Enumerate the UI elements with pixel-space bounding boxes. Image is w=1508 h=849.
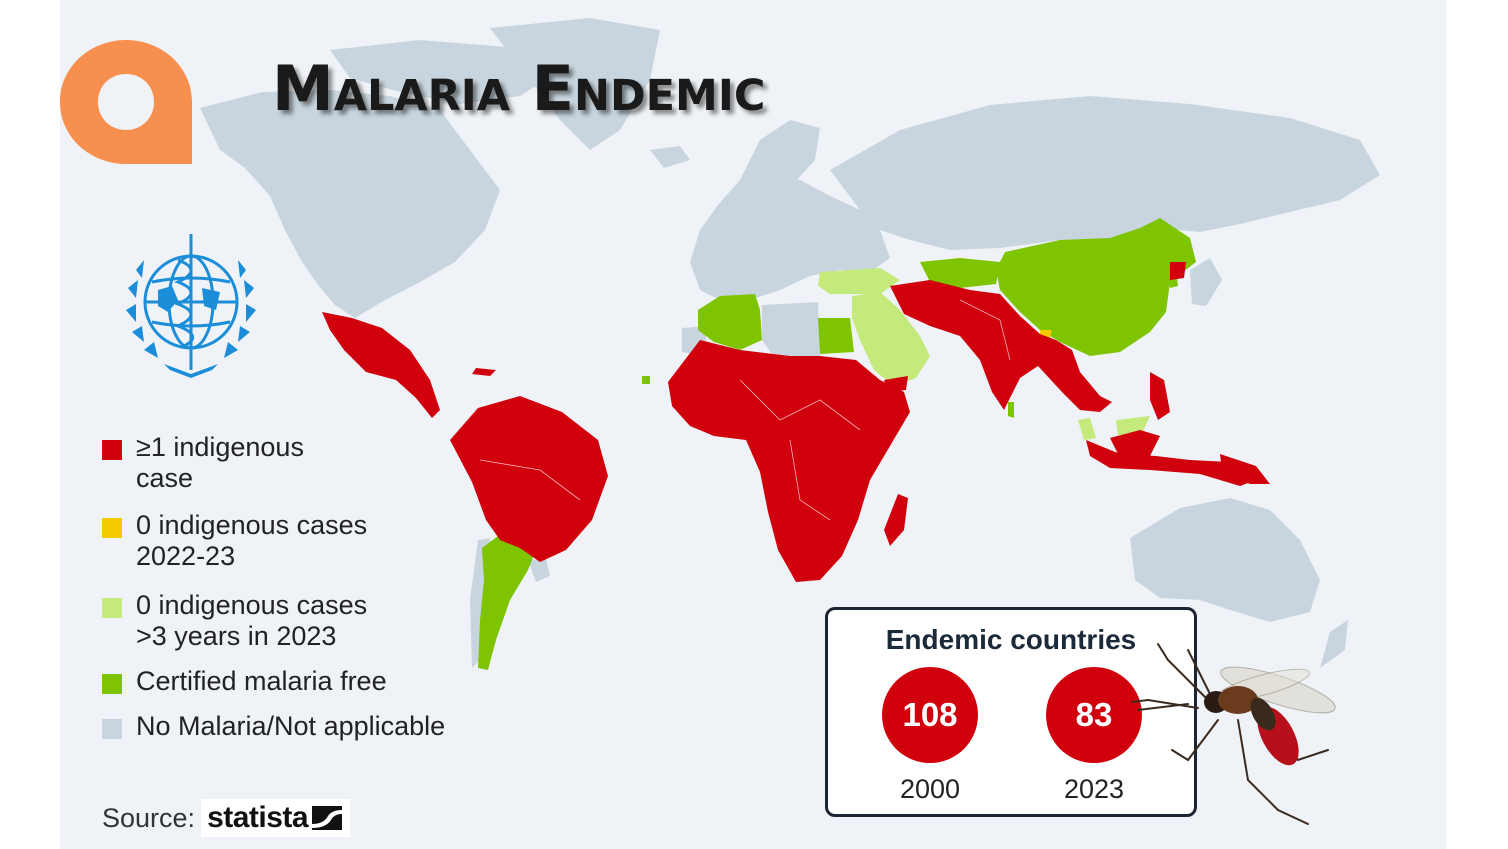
region-certified [478, 218, 1196, 670]
png [1220, 454, 1270, 484]
scandinavia [740, 120, 820, 182]
legend-label: 0 indigenous cases [136, 590, 368, 620]
legend-item-zero-recent: 0 indigenous cases 2022-23 [102, 510, 522, 572]
europe [690, 172, 890, 300]
stat-year-2023: 2023 [1063, 774, 1125, 804]
page-title: Malaria Endemic [272, 52, 766, 125]
new-zealand [1320, 620, 1348, 668]
indonesia [1086, 440, 1256, 486]
central-asia [920, 258, 1000, 288]
borneo [1110, 430, 1160, 458]
source-credit: Source: statista [102, 798, 351, 838]
stat-circle-2000: 108 [882, 667, 978, 763]
arabia [852, 292, 930, 386]
legend-label-line2: >3 years in 2023 [136, 621, 337, 651]
africa [668, 340, 910, 582]
legend-label: Certified malaria free [136, 666, 387, 696]
legend-label: 0 indigenous cases [136, 510, 368, 540]
north-america [200, 90, 500, 318]
legend-item-certified: Certified malaria free [102, 666, 522, 697]
source-label: Source: [102, 802, 196, 833]
statista-logo: statista [201, 799, 351, 837]
legend-swatch [102, 598, 122, 618]
legend-item-endemic: ≥1 indigenous case [102, 432, 522, 494]
legend-label: ≥1 indigenous [136, 432, 304, 462]
legend: ≥1 indigenous case 0 indigenous cases 20… [102, 432, 522, 742]
country-borders [479, 299, 1011, 521]
legend-label-line2: 2022-23 [136, 541, 236, 571]
stat-year-2000: 2000 [899, 774, 961, 804]
mexico-central-america [322, 312, 440, 418]
legend-swatch [102, 719, 122, 739]
region-endemic [322, 262, 1270, 582]
algeria-morocco [698, 294, 762, 350]
endemic-countries-box: Endemic countries 108 2000 83 2023 [825, 607, 1197, 817]
statista-logo-icon [312, 806, 343, 830]
legend-swatch [102, 518, 122, 538]
statista-wordmark: statista [207, 801, 309, 834]
legend-label: No Malaria/Not applicable [136, 711, 446, 741]
philippines [1150, 372, 1170, 420]
app-logo-icon [60, 40, 192, 164]
legend-item-zero-3yrs: 0 indigenous cases >3 years in 2023 [102, 590, 522, 652]
who-emblem-icon [126, 234, 256, 378]
sri-lanka [1008, 402, 1014, 418]
endemic-countries-title: Endemic countries [885, 624, 1137, 655]
legend-swatch [102, 674, 122, 694]
yemen [884, 376, 908, 392]
iceland [650, 146, 690, 168]
china [996, 218, 1196, 356]
south-asia [890, 280, 1112, 412]
region-not-applicable [200, 18, 1380, 668]
south-america [450, 396, 608, 562]
malaysia-peninsula [1078, 418, 1096, 440]
egypt [818, 318, 854, 354]
legend-label-line2: case [136, 463, 194, 493]
russia [830, 96, 1380, 250]
canadian-arctic [330, 40, 560, 104]
north-korea [1170, 262, 1186, 280]
legend-item-not-applicable: No Malaria/Not applicable [102, 711, 522, 742]
greenland [490, 18, 660, 150]
legend-swatch [102, 440, 122, 460]
madagascar [884, 494, 908, 546]
uruguay [528, 558, 550, 582]
cape-verde [642, 376, 650, 384]
argentina [478, 522, 540, 670]
libya-region [762, 302, 820, 360]
mosquito-icon [1131, 643, 1336, 825]
turkey-caucasus [818, 268, 900, 294]
japan [1190, 258, 1222, 306]
caribbean [472, 368, 496, 376]
australia [1130, 498, 1320, 622]
stat-circle-2023: 83 [1046, 667, 1142, 763]
